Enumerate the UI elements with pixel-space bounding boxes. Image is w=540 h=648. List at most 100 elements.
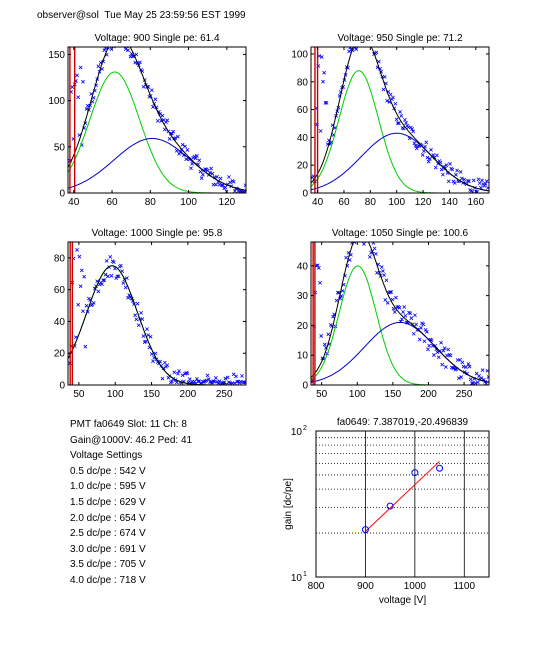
data-point-marker xyxy=(181,153,186,158)
data-point-marker xyxy=(411,129,416,134)
data-point-marker xyxy=(381,269,385,273)
data-point-marker xyxy=(141,334,146,338)
chart-title: Voltage: 1050 Single pe: 100.6 xyxy=(332,228,469,239)
x-tick-label: 100 xyxy=(388,197,405,208)
data-point-marker xyxy=(180,142,185,147)
data-point-marker xyxy=(410,127,414,131)
y-tick-label: 20 xyxy=(54,349,66,360)
y-tick-label: 10 xyxy=(291,573,303,584)
data-point-marker xyxy=(439,167,444,172)
histogram-panel-1050v: 50 100 150 200 250 0 10 20 30 40 Voltage: 1050 Sin… xyxy=(297,228,490,400)
gain-data-point xyxy=(386,502,394,510)
data-point-marker xyxy=(374,50,379,55)
data-point-marker xyxy=(235,379,240,384)
data-point-marker xyxy=(448,162,452,166)
data-point-marker xyxy=(102,278,107,283)
data-point-marker xyxy=(412,141,417,146)
data-point-marker xyxy=(473,381,478,385)
data-point-marker xyxy=(454,172,458,177)
data-point-marker xyxy=(210,171,215,176)
x-tick-label: 900 xyxy=(357,581,374,592)
y-tick-exponent: 2 xyxy=(303,425,307,432)
data-point-marker xyxy=(161,366,166,371)
data-point-marker xyxy=(432,353,436,357)
data-point-marker xyxy=(436,355,441,360)
data-point-marker xyxy=(476,177,481,182)
data-point-marker xyxy=(480,368,485,373)
data-point-marker xyxy=(184,371,189,375)
data-point-marker xyxy=(102,48,107,53)
y-tick-label: 40 xyxy=(297,261,309,272)
data-point-marker xyxy=(140,317,145,322)
data-point-marker xyxy=(134,317,139,322)
data-point-marker xyxy=(133,313,138,318)
data-point-marker xyxy=(198,169,203,174)
data-point-marker xyxy=(199,176,204,181)
data-point-marker xyxy=(371,242,376,245)
single-pe-fit-curve xyxy=(311,70,489,193)
data-point-marker xyxy=(123,285,128,290)
data-point-marker xyxy=(451,366,455,370)
y-tick-label: 30 xyxy=(297,291,309,302)
data-point-marker xyxy=(366,242,369,243)
data-point-marker xyxy=(185,371,190,376)
x-tick-label: 50 xyxy=(316,389,328,400)
chart-title: Voltage: 900 Single pe: 61.4 xyxy=(94,33,220,44)
data-point-marker xyxy=(126,48,130,53)
data-point-marker xyxy=(172,370,177,375)
data-point-marker xyxy=(358,26,361,29)
total-fit-curve xyxy=(311,242,489,383)
x-tick-label: 100 xyxy=(349,389,366,400)
x-tick-label: 120 xyxy=(219,197,236,208)
data-point-marker xyxy=(76,95,81,100)
data-point-marker xyxy=(151,105,155,109)
data-point-marker xyxy=(443,365,448,369)
data-point-marker xyxy=(421,149,426,154)
y-tick-exponent: 1 xyxy=(303,571,307,578)
data-point-marker xyxy=(225,375,230,380)
data-point-marker xyxy=(401,126,406,131)
data-point-marker xyxy=(367,255,372,259)
data-point-marker xyxy=(391,95,395,100)
data-point-marker xyxy=(76,302,81,307)
axes-frame xyxy=(310,241,490,386)
data-point-marker xyxy=(122,28,125,31)
setting-row: 0.5 dc/pe : 542 V xyxy=(70,465,146,477)
data-point-marker xyxy=(467,179,471,184)
data-point-marker xyxy=(401,310,405,314)
data-point-marker xyxy=(316,266,321,270)
data-point-marker xyxy=(389,290,394,294)
data-point-marker xyxy=(213,376,218,380)
setting-row: 3.0 dc/pe : 691 V xyxy=(70,543,146,555)
data-point-marker xyxy=(400,317,404,322)
data-point-marker xyxy=(146,333,151,337)
x-tick-label: 160 xyxy=(467,197,484,208)
data-point-marker xyxy=(227,175,231,179)
data-point-marker xyxy=(420,153,425,157)
gain-fit-line xyxy=(365,460,440,532)
data-point-marker xyxy=(115,274,120,279)
data-point-marker xyxy=(326,332,331,337)
timestamp: Tue May 25 23:59:56 EST 1999 xyxy=(104,10,246,21)
data-point-marker xyxy=(435,350,440,355)
y-tick-label: 150 xyxy=(48,50,65,61)
data-point-marker xyxy=(234,374,238,379)
data-point-marker xyxy=(164,120,168,124)
data-point-marker xyxy=(322,342,327,347)
data-point-marker xyxy=(394,117,399,122)
data-point-marker xyxy=(441,348,446,353)
data-point-marker xyxy=(413,313,417,318)
data-point-marker xyxy=(111,47,116,49)
data-point-marker xyxy=(482,183,487,188)
data-point-marker xyxy=(384,278,389,283)
data-point-marker xyxy=(484,179,489,184)
y-tick-label: 10 xyxy=(297,351,309,362)
data-point-marker xyxy=(365,29,368,32)
x-tick-label: 60 xyxy=(338,197,350,208)
data-point-marker xyxy=(426,347,430,352)
data-point-marker xyxy=(359,24,362,27)
data-point-marker xyxy=(223,376,228,381)
data-point-marker xyxy=(75,73,79,78)
data-point-marker xyxy=(101,278,106,283)
